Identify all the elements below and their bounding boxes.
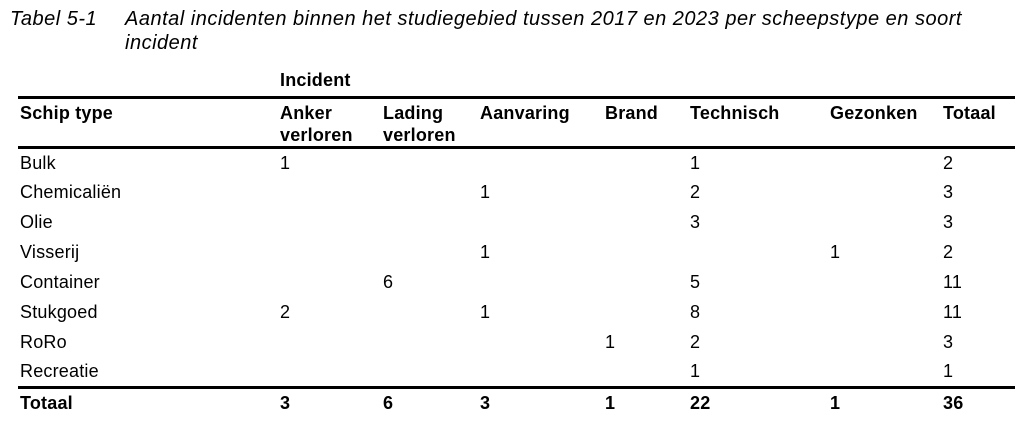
cell-value [381,327,478,357]
total-row: Totaal 3 6 3 1 22 1 36 [18,387,1016,418]
cell-value [278,267,381,297]
cell-value [603,297,688,327]
row-label: Recreatie [20,361,99,382]
table-row: Container 6 5 11 [18,267,1015,297]
table-row: Olie 3 3 [18,207,1015,237]
cell-value: 1 [480,302,491,322]
cell-value: 11 [943,272,963,292]
col-header: Brand [605,102,659,123]
cell-value [478,267,603,297]
cell-value [278,237,381,267]
cell-value: 3 [690,212,701,232]
cell-value: 8 [690,302,701,322]
group-header-spacer [18,60,278,97]
cell-value [381,357,478,387]
cell-value [828,207,941,237]
total-cell-value: 6 [383,393,394,414]
col-header: Totaal [943,102,996,123]
group-header-label: Incident [280,69,351,90]
table-row: Recreatie 1 1 [18,357,1015,387]
table-row: RoRo 1 2 3 [18,327,1015,357]
cell-value [603,147,688,177]
cell-value: 1 [480,242,491,262]
cell-value [603,177,688,207]
table-caption-number: Tabel 5-1 [10,8,98,30]
cell-value [828,177,941,207]
total-row-label: Totaal [20,393,73,414]
cell-value: 1 [690,152,701,173]
incidents-table: Incident Schip type Anker verloren Lading … [18,60,1016,418]
cell-value [828,297,941,327]
cell-value [828,267,941,297]
table-row: Stukgoed 2 1 8 11 [18,297,1015,327]
cell-value: 1 [480,182,491,202]
cell-value: 11 [943,302,963,322]
cell-value [381,237,478,267]
cell-value [278,207,381,237]
table-caption: Tabel 5-1 Aantal incidenten binnen het s… [0,0,1024,55]
table-caption-text: Aantal incidenten binnen het studiegebie… [125,8,962,54]
cell-value [381,177,478,207]
cell-value [478,207,603,237]
column-header-row: Schip type Anker verloren Lading verloren A… [18,97,1016,147]
row-label: Olie [20,212,53,232]
total-cell-value: 22 [690,393,711,414]
cell-value: 3 [943,332,954,352]
cell-value: 6 [383,272,394,292]
cell-value [381,207,478,237]
cell-value [828,357,941,387]
cell-value [603,237,688,267]
cell-value [828,327,941,357]
cell-value: 2 [943,152,954,173]
cell-value: 3 [943,212,954,232]
cell-value [278,357,381,387]
group-header-row: Incident [18,60,1016,97]
total-cell-value: 1 [605,393,616,414]
cell-value [828,147,941,177]
cell-value [278,327,381,357]
col-header: Gezonken [830,102,918,123]
cell-value: 2 [690,332,701,352]
cell-value [603,207,688,237]
cell-value: 2 [690,182,701,202]
total-cell-value: 3 [280,393,291,414]
cell-value: 1 [280,152,291,173]
cell-value: 1 [690,361,701,382]
cell-value [478,357,603,387]
cell-value: 3 [943,182,954,202]
cell-value: 1 [943,361,954,382]
row-label: Bulk [20,152,56,173]
cell-value: 1 [830,242,841,262]
row-label: Container [20,272,100,292]
table-row: Chemicaliën 1 2 3 [18,177,1015,207]
col-header: Anker verloren [280,102,353,145]
col-header: Lading verloren [383,102,456,145]
total-cell-value: 36 [943,393,964,414]
table-row: Visserij 1 1 2 [18,237,1015,267]
col-header: Aanvaring [480,102,570,123]
cell-value [688,237,828,267]
row-label: RoRo [20,332,67,352]
table-row: Bulk 1 1 2 [18,147,1015,177]
total-cell-value: 3 [480,393,491,414]
cell-value: 2 [943,242,954,262]
row-label: Stukgoed [20,302,98,322]
cell-value [478,147,603,177]
cell-value [381,147,478,177]
cell-value [381,297,478,327]
col-header-schip-type: Schip type [20,102,114,123]
col-header: Technisch [690,102,780,123]
cell-value [278,177,381,207]
cell-value: 5 [690,272,701,292]
cell-value [603,357,688,387]
total-cell-value: 1 [830,393,841,414]
cell-value [603,267,688,297]
row-label: Chemicaliën [20,182,122,202]
cell-value: 2 [280,302,291,322]
row-label: Visserij [20,242,80,262]
cell-value: 1 [605,332,616,352]
cell-value [478,327,603,357]
